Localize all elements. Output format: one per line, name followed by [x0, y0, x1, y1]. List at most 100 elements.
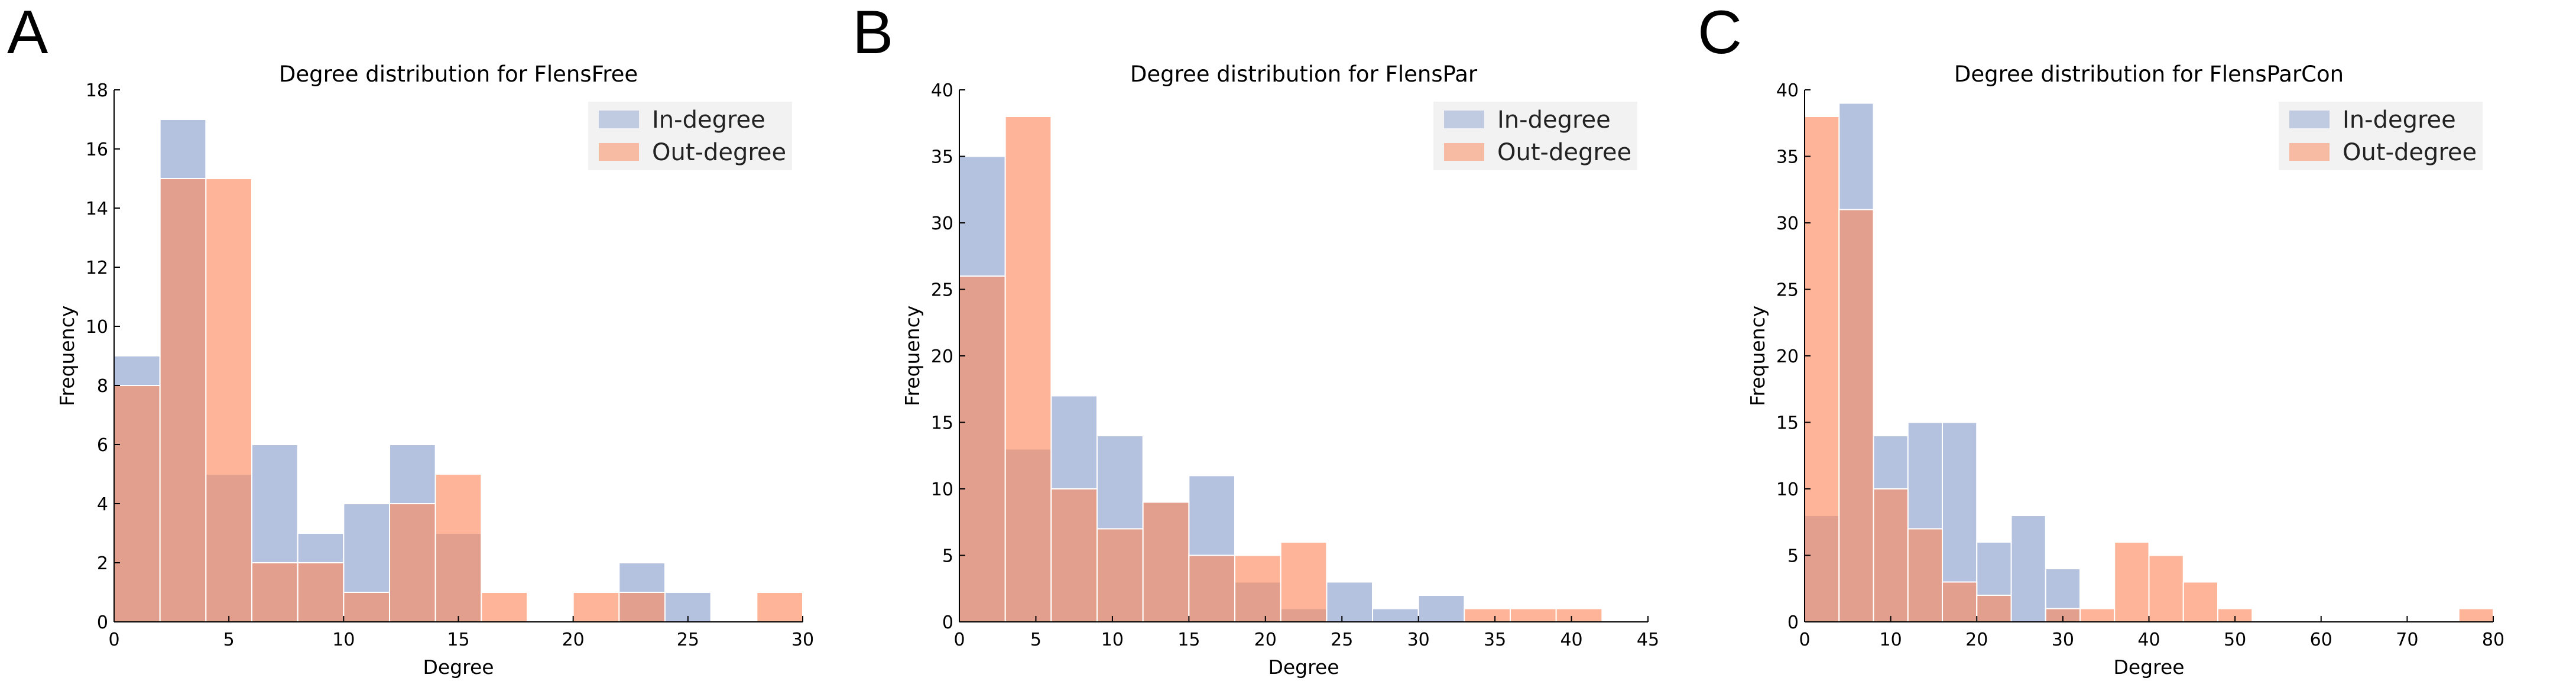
x-tick-label: 15 [1177, 630, 1200, 650]
out-degree-bar [757, 592, 803, 622]
out-degree-bar [1510, 609, 1556, 622]
y-tick-label: 6 [97, 435, 108, 456]
x-axis-label: Degree [2113, 656, 2184, 679]
out-degree-bar [1908, 529, 1942, 622]
x-tick-label: 80 [2482, 630, 2504, 650]
y-tick-label: 30 [1776, 213, 1799, 234]
out-degree-bar [114, 385, 160, 622]
legend-swatch-out-degree [599, 143, 639, 161]
out-degree-bar [1839, 210, 1873, 622]
panel-c: C Degree distribution for FlensParCon 0 10 2… [1698, 0, 2504, 679]
out-degree-bar [1051, 489, 1097, 622]
legend-swatch-in-degree [599, 111, 639, 128]
x-tick-label: 0 [108, 630, 119, 650]
x-tick-label: 40 [2137, 630, 2160, 650]
out-degree-bar [436, 474, 482, 622]
x-tick-label: 0 [1799, 630, 1810, 650]
x-tick-label: 5 [1030, 630, 1042, 650]
y-tick-label: 0 [942, 612, 953, 633]
y-tick-label: 18 [86, 80, 108, 101]
legend-label-in-degree: In-degree [1497, 106, 1611, 134]
legend-label-out-degree: Out-degree [1497, 139, 1631, 166]
y-tick-label: 2 [97, 553, 108, 574]
y-tick-label: 14 [86, 199, 108, 219]
in-degree-bar [1373, 609, 1419, 622]
y-tick-label: 0 [97, 612, 108, 633]
x-tick-label: 10 [332, 630, 355, 650]
out-degree-bar [1235, 556, 1281, 622]
panel-letter: A [7, 0, 48, 67]
y-tick-label: 8 [97, 376, 108, 397]
legend-label-out-degree: Out-degree [652, 139, 786, 166]
x-tick-label: 40 [1560, 630, 1582, 650]
legend-swatch-out-degree [1444, 143, 1484, 161]
y-tick-label: 15 [1776, 413, 1799, 434]
out-degree-bar [1005, 116, 1052, 622]
out-degree-bar [1143, 502, 1189, 622]
y-tick-label: 0 [1787, 612, 1799, 633]
out-degree-bar [573, 592, 619, 622]
y-tick-label: 4 [97, 494, 108, 515]
out-degree-bar [390, 504, 436, 622]
out-degree-bar [2459, 609, 2493, 622]
out-degree-bar [2080, 609, 2114, 622]
y-tick-label: 12 [86, 258, 108, 278]
x-tick-label: 10 [1880, 630, 1902, 650]
legend-swatch-out-degree [2289, 143, 2330, 161]
x-tick-label: 35 [1484, 630, 1506, 650]
panel-letter: B [852, 0, 893, 67]
x-tick-label: 45 [1637, 630, 1659, 650]
out-degree-bar [1977, 595, 2011, 622]
y-tick-label: 20 [931, 346, 953, 367]
x-tick-label: 15 [447, 630, 469, 650]
legend-label-out-degree: Out-degree [2343, 139, 2477, 166]
x-tick-label: 20 [1965, 630, 1988, 650]
y-tick-label: 20 [1776, 346, 1799, 367]
y-tick-label: 15 [931, 413, 953, 434]
chart-title: Degree distribution for FlensParCon [1954, 61, 2344, 87]
out-degree-bar [1805, 116, 1839, 622]
out-degree-bar [2149, 556, 2184, 622]
panel-letter: C [1698, 0, 1742, 67]
legend-swatch-in-degree [1444, 111, 1484, 128]
out-degree-bar [619, 592, 665, 622]
y-tick-label: 35 [1776, 147, 1799, 168]
x-tick-label: 20 [1254, 630, 1277, 650]
out-degree-bar [1874, 489, 1908, 622]
out-degree-bar [2184, 582, 2218, 622]
y-tick-label: 25 [1776, 280, 1799, 301]
panel-a: A Degree distribution for FlensFree 0 5 10 15… [7, 0, 814, 679]
x-tick-label: 5 [223, 630, 235, 650]
x-tick-label: 20 [562, 630, 585, 650]
y-tick-label: 25 [931, 280, 953, 301]
out-degree-bar [1189, 556, 1235, 622]
x-tick-label: 70 [2396, 630, 2418, 650]
x-tick-label: 30 [1407, 630, 1430, 650]
x-tick-label: 60 [2310, 630, 2332, 650]
panel-b: B Degree distribution for FlensPar 0 5 10 15 2… [852, 0, 1659, 679]
out-degree-bar [959, 276, 1005, 622]
x-tick-label: 25 [677, 630, 699, 650]
out-degree-bar [1942, 582, 1977, 622]
in-degree-bar [1326, 582, 1373, 622]
chart-title: Degree distribution for FlensFree [279, 61, 638, 87]
x-tick-label: 30 [791, 630, 814, 650]
x-tick-label: 30 [2052, 630, 2074, 650]
y-axis-label: Frequency [901, 306, 924, 406]
x-tick-label: 10 [1101, 630, 1124, 650]
y-axis-label: Frequency [1746, 306, 1769, 406]
out-degree-bar [298, 563, 344, 622]
x-tick-label: 50 [2224, 630, 2246, 650]
legend-label-in-degree: In-degree [652, 106, 765, 134]
legend: In-degree Out-degree [2279, 102, 2483, 170]
out-degree-bar [1097, 529, 1143, 622]
y-tick-label: 16 [86, 140, 108, 160]
in-degree-bar [1419, 595, 1465, 622]
out-degree-bar [481, 592, 527, 622]
legend-swatch-in-degree [2289, 111, 2330, 128]
out-degree-bar [1464, 609, 1510, 622]
x-axis-label: Degree [1268, 656, 1339, 679]
legend: In-degree Out-degree [588, 102, 792, 170]
legend-label-in-degree: In-degree [2343, 106, 2456, 134]
